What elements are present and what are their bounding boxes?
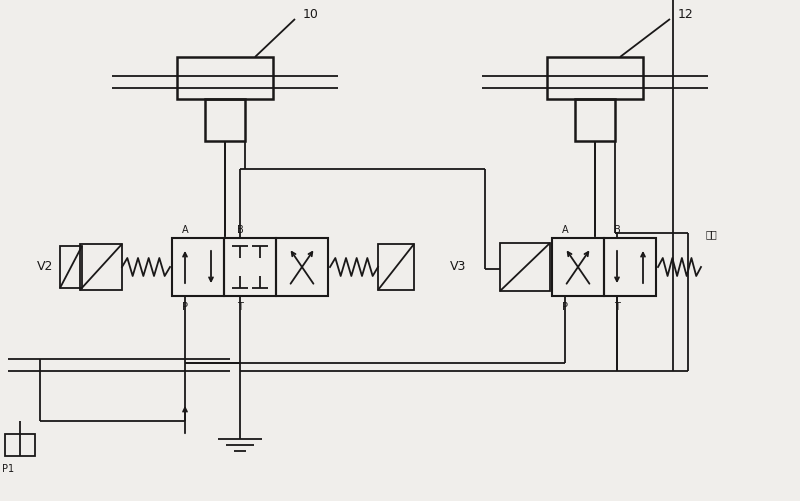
Bar [172,238,224,297]
Text: 12: 12 [678,9,694,22]
Bar [547,58,643,100]
Bar [205,100,245,142]
Bar [575,100,615,142]
Text: 同步: 同步 [706,228,718,238]
Text: B: B [614,224,620,234]
Text: B: B [237,224,243,234]
Text: P: P [562,302,568,312]
Text: 10: 10 [303,9,319,22]
Bar [80,244,122,291]
Text: A: A [562,224,568,234]
Bar [276,238,328,297]
Text: P: P [182,302,188,312]
Bar [500,243,550,292]
Bar [604,238,656,297]
Text: T: T [237,302,243,312]
Bar [5,434,35,456]
Bar [177,58,273,100]
Text: P1: P1 [2,463,14,473]
Bar [60,246,82,289]
Text: T: T [614,302,620,312]
Text: V2: V2 [37,260,54,273]
Bar [224,238,276,297]
Text: V3: V3 [450,260,466,273]
Bar [378,244,414,291]
Text: A: A [182,224,188,234]
Bar [552,238,604,297]
